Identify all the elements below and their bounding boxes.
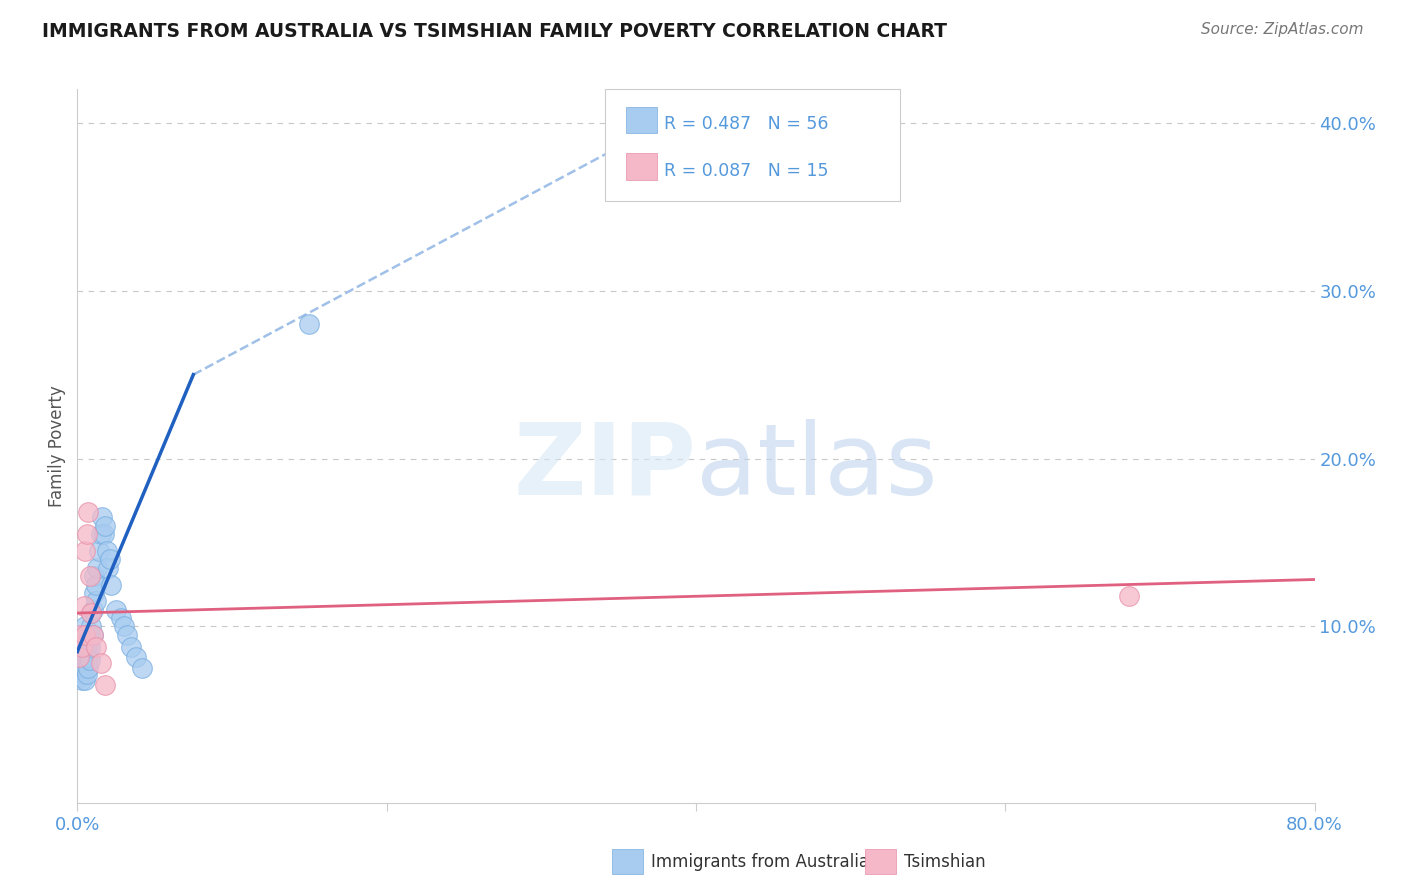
- Point: [83, 586, 105, 600]
- Point: [79, 640, 101, 654]
- Point: [70, 649, 93, 664]
- Point: [77, 661, 100, 675]
- Point: [70, 636, 93, 650]
- Point: [86, 560, 108, 574]
- Text: ZIP: ZIP: [513, 419, 696, 516]
- Point: [69, 628, 91, 642]
- Point: [77, 505, 100, 519]
- Point: [80, 619, 103, 633]
- Point: [72, 636, 94, 650]
- Point: [84, 594, 107, 608]
- Point: [76, 628, 98, 642]
- Point: [91, 510, 114, 524]
- Point: [94, 678, 117, 692]
- Point: [1118, 589, 1140, 603]
- Point: [70, 640, 93, 654]
- Point: [75, 673, 96, 688]
- Point: [125, 649, 148, 664]
- Point: [75, 649, 96, 664]
- Point: [100, 577, 122, 591]
- Text: R = 0.087   N = 15: R = 0.087 N = 15: [664, 161, 828, 179]
- Point: [93, 527, 115, 541]
- Point: [67, 649, 90, 664]
- Point: [76, 527, 98, 541]
- Point: [75, 544, 96, 558]
- Point: [75, 661, 96, 675]
- Point: [72, 645, 94, 659]
- Point: [72, 599, 94, 614]
- Point: [82, 628, 104, 642]
- Text: Immigrants from Australia: Immigrants from Australia: [651, 853, 869, 871]
- Point: [84, 577, 107, 591]
- Point: [121, 640, 143, 654]
- Point: [69, 645, 91, 659]
- Point: [105, 603, 128, 617]
- Point: [69, 670, 91, 684]
- Point: [77, 636, 100, 650]
- Text: R = 0.487   N = 56: R = 0.487 N = 56: [664, 115, 828, 133]
- Point: [67, 661, 90, 675]
- Point: [83, 569, 105, 583]
- Point: [298, 318, 321, 332]
- Text: Source: ZipAtlas.com: Source: ZipAtlas.com: [1201, 22, 1364, 37]
- Point: [72, 628, 94, 642]
- Point: [76, 640, 98, 654]
- Point: [98, 552, 121, 566]
- Point: [70, 661, 93, 675]
- Point: [70, 673, 93, 688]
- Point: [75, 640, 96, 654]
- Point: [72, 666, 94, 681]
- Point: [75, 628, 96, 642]
- Point: [115, 628, 138, 642]
- Point: [77, 649, 100, 664]
- Point: [80, 606, 103, 620]
- Point: [97, 560, 120, 574]
- Point: [112, 619, 135, 633]
- Point: [82, 603, 104, 617]
- Point: [72, 657, 94, 671]
- Point: [75, 628, 96, 642]
- Point: [90, 657, 112, 671]
- Point: [79, 569, 101, 583]
- Text: atlas: atlas: [696, 419, 938, 516]
- Point: [76, 666, 98, 681]
- Point: [96, 544, 118, 558]
- Point: [82, 628, 104, 642]
- Point: [90, 527, 112, 541]
- Point: [79, 653, 101, 667]
- Point: [84, 640, 107, 654]
- Point: [110, 611, 132, 625]
- Point: [80, 606, 103, 620]
- Point: [69, 657, 91, 671]
- Point: [67, 649, 90, 664]
- Point: [76, 653, 98, 667]
- Point: [75, 619, 96, 633]
- Text: IMMIGRANTS FROM AUSTRALIA VS TSIMSHIAN FAMILY POVERTY CORRELATION CHART: IMMIGRANTS FROM AUSTRALIA VS TSIMSHIAN F…: [42, 22, 948, 41]
- Text: Tsimshian: Tsimshian: [904, 853, 986, 871]
- Point: [87, 544, 110, 558]
- Point: [79, 628, 101, 642]
- Y-axis label: Family Poverty: Family Poverty: [48, 385, 66, 507]
- Point: [94, 518, 117, 533]
- Point: [131, 661, 153, 675]
